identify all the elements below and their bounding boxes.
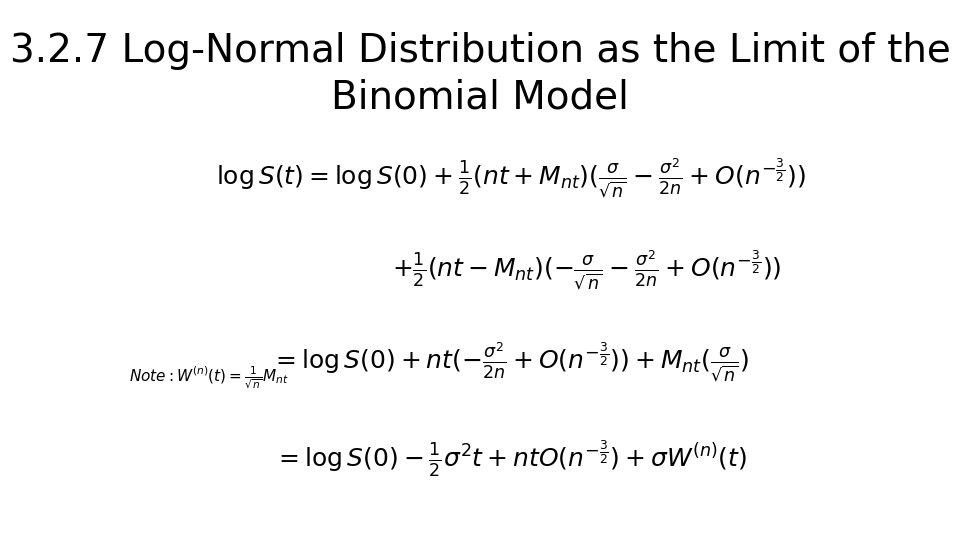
Text: $= \log S(0) - \frac{1}{2}\sigma^2 t + ntO(n^{-\frac{3}{2}}) + \sigma W^{(n)}(t): $= \log S(0) - \frac{1}{2}\sigma^2 t + n…: [274, 439, 747, 479]
Text: $+ \frac{1}{2}(nt - M_{nt})(-\frac{\sigma}{\sqrt{n}} - \frac{\sigma^2}{2n} + O(n: $+ \frac{1}{2}(nt - M_{nt})(-\frac{\sigm…: [392, 248, 781, 292]
Text: Binomial Model: Binomial Model: [331, 78, 629, 116]
Text: $= \log S(0) + nt(-\frac{\sigma^2}{2n} + O(n^{-\frac{3}{2}})) + M_{nt}(\frac{\si: $= \log S(0) + nt(-\frac{\sigma^2}{2n} +…: [272, 340, 750, 383]
Text: 3.2.7 Log-Normal Distribution as the Limit of the: 3.2.7 Log-Normal Distribution as the Lim…: [10, 32, 950, 70]
Text: $\log S(t) = \log S(0) + \frac{1}{2}(nt + M_{nt})(\frac{\sigma}{\sqrt{n}} - \fra: $\log S(t) = \log S(0) + \frac{1}{2}(nt …: [216, 157, 805, 200]
Text: $Note: W^{(n)}(t) = \frac{1}{\sqrt{n}} M_{nt}$: $Note: W^{(n)}(t) = \frac{1}{\sqrt{n}} M…: [129, 365, 289, 391]
